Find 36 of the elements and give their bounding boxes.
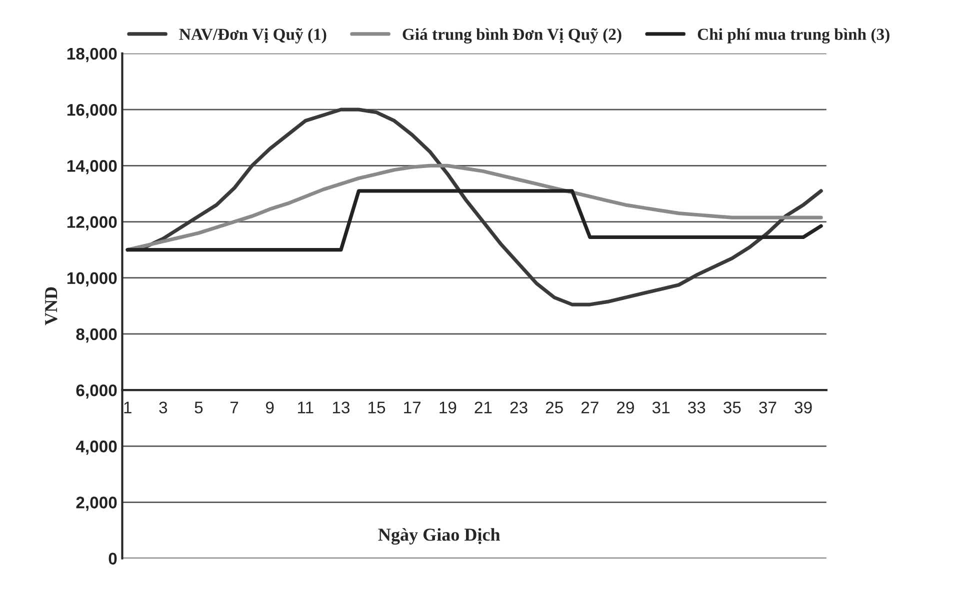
legend-label: Chi phí mua trung bình (3) xyxy=(698,28,890,44)
legend-label: NAV/Đơn Vị Quỹ (1) xyxy=(179,28,326,44)
y-tick-label: 14,000 xyxy=(67,160,117,174)
x-tick-label: 35 xyxy=(724,402,741,414)
x-tick-label: 9 xyxy=(266,402,274,414)
x-tick-label: 27 xyxy=(581,402,598,414)
y-axis-title: VND xyxy=(45,287,58,326)
x-tick-label: 31 xyxy=(652,402,670,414)
y-tick-label: 6,000 xyxy=(76,384,117,399)
x-tick-label: 15 xyxy=(368,402,386,414)
y-tick-label: 8,000 xyxy=(76,328,117,343)
x-tick-label: 1 xyxy=(124,402,132,414)
x-tick-label: 25 xyxy=(546,402,563,414)
line-series xyxy=(126,189,823,252)
x-tick-label: 7 xyxy=(230,402,238,414)
x-tick-label: 29 xyxy=(617,402,634,414)
y-tick-label: 0 xyxy=(108,552,117,565)
y-tick-label: 12,000 xyxy=(67,216,117,230)
x-axis-title: Ngày Giao Dịch xyxy=(378,528,500,545)
x-tick-label: 3 xyxy=(159,402,168,414)
x-tick-label: 19 xyxy=(440,402,456,414)
x-tick-label: 33 xyxy=(688,402,706,414)
y-tick-label: 16,000 xyxy=(67,104,117,118)
y-tick-label: 4,000 xyxy=(76,440,117,455)
x-tick-label: 13 xyxy=(332,402,350,414)
legend-label: Giá trung bình Đơn Vị Quỹ (2) xyxy=(402,28,622,44)
x-tick-label: 37 xyxy=(759,402,776,414)
x-tick-label: 23 xyxy=(510,402,528,414)
y-tick-label: 2,000 xyxy=(76,496,117,511)
x-tick-label: 11 xyxy=(298,402,314,414)
x-tick-label: 17 xyxy=(404,402,421,414)
x-tick-label: 5 xyxy=(194,402,203,414)
y-tick-label: 18,000 xyxy=(67,48,117,62)
y-tick-label: 10,000 xyxy=(67,272,117,286)
x-tick-label: 21 xyxy=(474,402,492,414)
x-tick-label: 39 xyxy=(794,402,812,414)
